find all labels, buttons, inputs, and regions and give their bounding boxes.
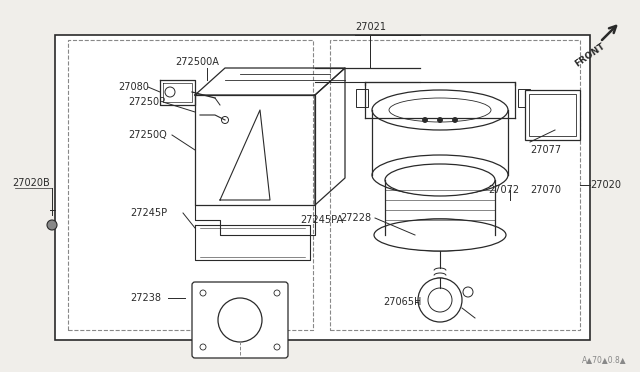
Ellipse shape <box>372 90 508 130</box>
Circle shape <box>47 220 57 230</box>
Text: 27020: 27020 <box>590 180 621 190</box>
Circle shape <box>274 290 280 296</box>
Text: 27077: 27077 <box>530 145 561 155</box>
Ellipse shape <box>389 98 491 122</box>
Text: 27250P: 27250P <box>128 97 165 107</box>
Circle shape <box>274 344 280 350</box>
Bar <box>68 40 313 330</box>
Text: 27245P: 27245P <box>130 208 167 218</box>
Circle shape <box>452 118 458 122</box>
Circle shape <box>200 290 206 296</box>
Circle shape <box>422 118 428 122</box>
Circle shape <box>165 87 175 97</box>
Ellipse shape <box>374 219 506 251</box>
Circle shape <box>428 288 452 312</box>
Bar <box>529 94 576 136</box>
Text: FRONT: FRONT <box>573 41 607 68</box>
Text: 27020B: 27020B <box>12 178 50 188</box>
Text: 27228: 27228 <box>340 213 371 223</box>
Text: 27238: 27238 <box>130 293 161 303</box>
Bar <box>525 90 580 140</box>
Bar <box>356 89 368 107</box>
Circle shape <box>200 344 206 350</box>
Ellipse shape <box>372 155 508 195</box>
Bar <box>55 35 590 340</box>
Text: 27080: 27080 <box>118 82 149 92</box>
Circle shape <box>218 298 262 342</box>
Circle shape <box>418 278 462 322</box>
Text: 27070: 27070 <box>530 185 561 195</box>
Bar <box>330 40 580 330</box>
Text: 27250Q: 27250Q <box>128 130 167 140</box>
Text: 272500A: 272500A <box>175 57 219 67</box>
FancyBboxPatch shape <box>192 282 288 358</box>
Ellipse shape <box>385 164 495 196</box>
Ellipse shape <box>385 219 495 251</box>
Text: 27072: 27072 <box>488 185 519 195</box>
Circle shape <box>463 287 473 297</box>
Circle shape <box>438 118 442 122</box>
Circle shape <box>221 116 228 124</box>
Text: 27021: 27021 <box>355 22 386 32</box>
Bar <box>518 89 530 107</box>
Text: A▲70▲0.8▲: A▲70▲0.8▲ <box>582 356 627 365</box>
Text: 27245PA: 27245PA <box>300 215 343 225</box>
Text: 27065H: 27065H <box>383 297 421 307</box>
